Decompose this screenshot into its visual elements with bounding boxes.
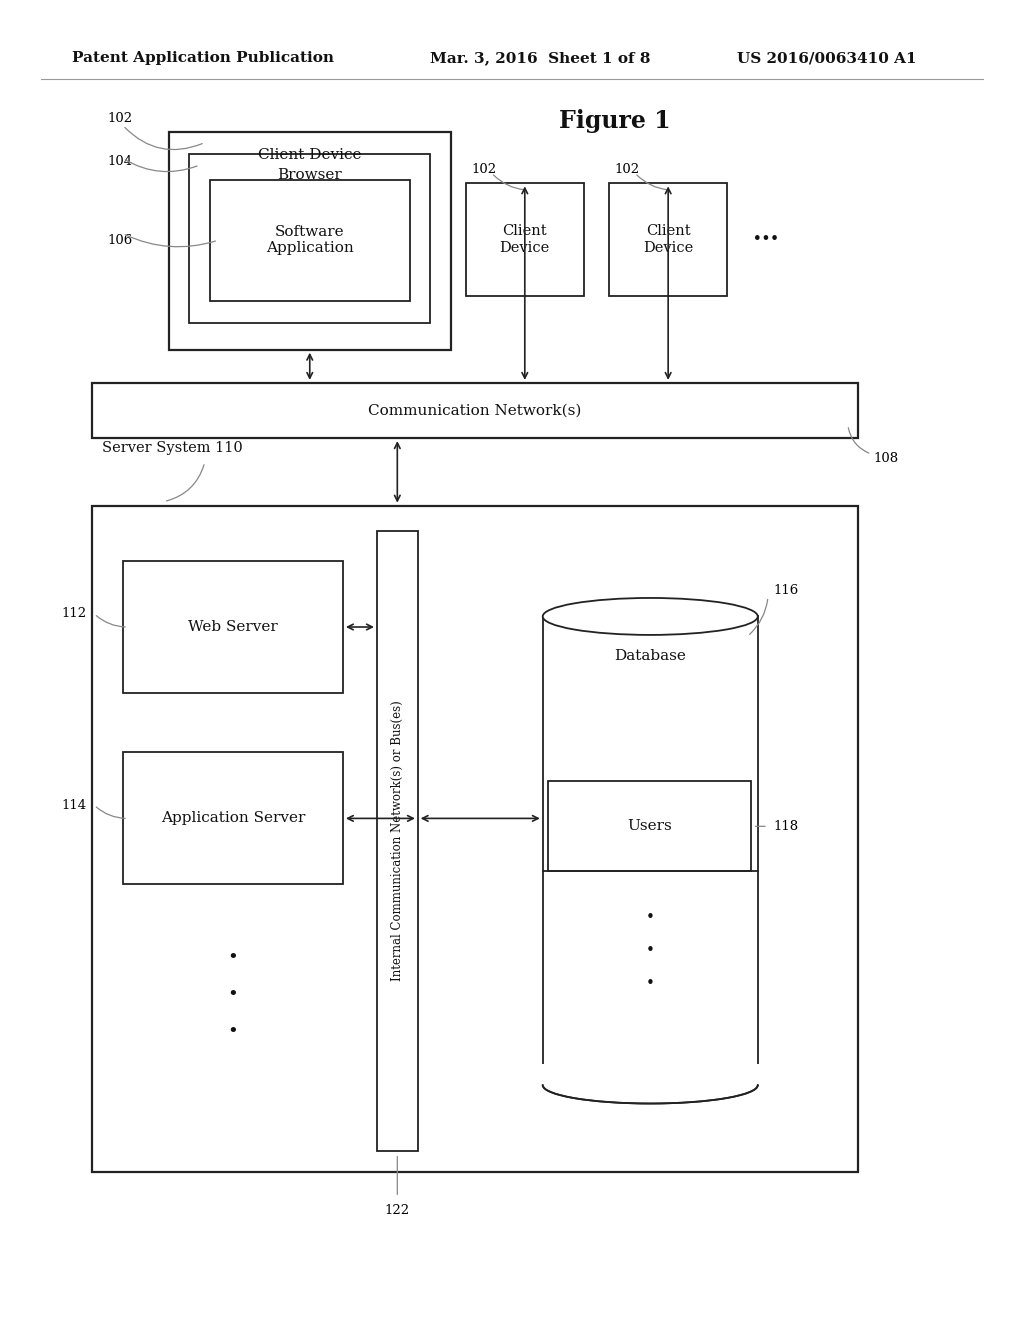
Text: Browser: Browser — [278, 168, 342, 182]
Text: •: • — [227, 1022, 239, 1040]
Bar — [189, 154, 430, 323]
Text: 112: 112 — [61, 607, 87, 620]
Bar — [92, 506, 858, 1172]
Text: Patent Application Publication: Patent Application Publication — [72, 51, 334, 65]
Text: 122: 122 — [385, 1204, 410, 1217]
Ellipse shape — [543, 598, 758, 635]
Text: 116: 116 — [773, 583, 799, 597]
Text: 114: 114 — [61, 799, 87, 812]
Text: Figure 1: Figure 1 — [558, 110, 671, 133]
Text: Software
Application: Software Application — [266, 226, 353, 255]
Text: •: • — [227, 948, 239, 966]
Text: Communication Network(s): Communication Network(s) — [369, 404, 582, 417]
Ellipse shape — [543, 1067, 758, 1104]
Text: Server System 110: Server System 110 — [102, 441, 243, 455]
Text: 104: 104 — [108, 154, 133, 168]
Text: Application Server: Application Server — [161, 812, 305, 825]
Text: 108: 108 — [873, 451, 899, 465]
Text: US 2016/0063410 A1: US 2016/0063410 A1 — [737, 51, 916, 65]
Text: Client
Device: Client Device — [500, 224, 550, 255]
Text: ...: ... — [753, 220, 778, 246]
Text: Web Server: Web Server — [188, 620, 278, 634]
Text: Mar. 3, 2016  Sheet 1 of 8: Mar. 3, 2016 Sheet 1 of 8 — [430, 51, 650, 65]
Bar — [92, 383, 858, 438]
Bar — [548, 781, 751, 871]
Bar — [169, 132, 451, 350]
Text: Client
Device: Client Device — [643, 224, 693, 255]
Text: Client Device: Client Device — [258, 148, 361, 162]
Text: •: • — [646, 975, 654, 991]
Text: •: • — [646, 909, 654, 925]
Bar — [210, 180, 410, 301]
Bar — [123, 561, 343, 693]
Bar — [377, 531, 418, 1151]
Text: Internal Communication Network(s) or Bus(es): Internal Communication Network(s) or Bus… — [391, 701, 403, 981]
Text: 102: 102 — [108, 112, 133, 125]
Text: Users: Users — [627, 820, 672, 833]
Text: Database: Database — [614, 649, 686, 664]
Bar — [543, 616, 758, 1085]
Bar — [609, 183, 727, 296]
Text: •: • — [227, 985, 239, 1003]
Bar — [541, 1064, 760, 1085]
Text: •: • — [646, 942, 654, 958]
Text: 102: 102 — [614, 162, 640, 176]
Text: 118: 118 — [773, 820, 799, 833]
Bar — [466, 183, 584, 296]
Text: 102: 102 — [471, 162, 497, 176]
Text: 106: 106 — [108, 234, 133, 247]
Bar — [123, 752, 343, 884]
